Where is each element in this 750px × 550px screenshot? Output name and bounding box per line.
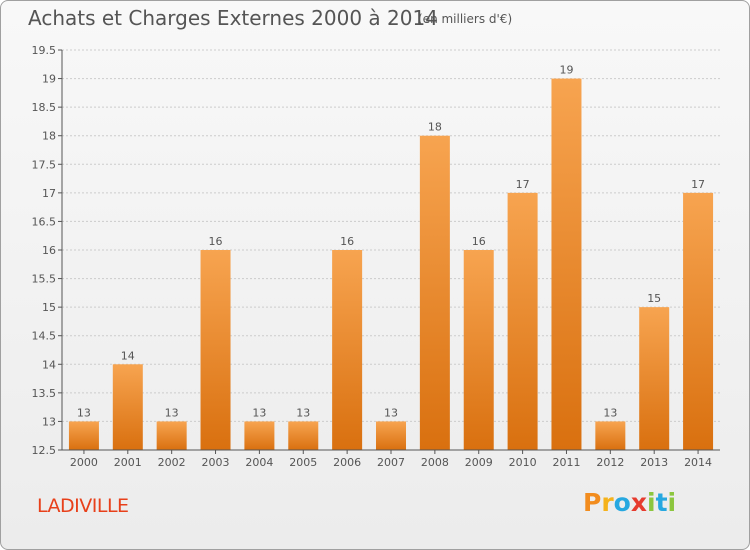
bar [244, 421, 275, 450]
bar [68, 421, 99, 450]
bar [156, 421, 187, 450]
data-label: 18 [428, 121, 442, 134]
x-tick-label: 2002 [158, 456, 186, 469]
logo-letter: i [647, 488, 656, 517]
y-tick-label: 19.5 [32, 44, 57, 57]
data-label: 16 [209, 235, 223, 248]
bar [112, 364, 143, 450]
x-tick-label: 2005 [289, 456, 317, 469]
y-tick-label: 13 [42, 415, 56, 428]
data-label: 13 [603, 406, 617, 419]
data-label: 13 [384, 406, 398, 419]
data-label: 13 [77, 406, 91, 419]
data-label: 16 [472, 235, 486, 248]
bar [419, 135, 450, 450]
bar [200, 250, 231, 450]
x-tick-label: 2003 [202, 456, 230, 469]
x-tick-label: 2014 [684, 456, 712, 469]
bar [595, 421, 626, 450]
bar [332, 250, 363, 450]
x-tick-label: 2000 [70, 456, 98, 469]
data-label: 13 [252, 406, 266, 419]
y-tick-label: 18 [42, 130, 56, 143]
x-tick-label: 2011 [552, 456, 580, 469]
y-tick-label: 13.5 [32, 387, 57, 400]
bars [68, 78, 714, 451]
data-label: 19 [559, 64, 573, 77]
data-label: 13 [296, 406, 310, 419]
x-tick-label: 2006 [333, 456, 361, 469]
labels: 12.5 13 13.5 14 14.5 15 15.5 16 16.5 17 17.5 18 18.5… [32, 44, 713, 469]
x-tick-label: 2007 [377, 456, 405, 469]
data-label: 13 [165, 406, 179, 419]
bar [376, 421, 406, 450]
y-tick-label: 14.5 [32, 330, 57, 343]
chart-subtitle: (en milliers d'€) [418, 12, 513, 26]
x-tick-label: 2004 [245, 456, 273, 469]
data-label: 16 [340, 235, 354, 248]
data-label: 14 [121, 349, 135, 362]
y-tick-label: 19 [42, 73, 56, 86]
bar [551, 78, 582, 451]
bar [288, 421, 319, 450]
logo-letter: o [613, 488, 631, 517]
logo-letter: t [655, 488, 668, 517]
y-tick-label: 18.5 [32, 101, 57, 114]
logo-letter: P [583, 488, 602, 517]
data-label: 15 [647, 292, 661, 305]
bar [639, 307, 670, 450]
logo-letter: r [601, 488, 614, 517]
y-tick-label: 17 [42, 187, 56, 200]
bar [463, 250, 494, 450]
y-tick-label: 12.5 [32, 444, 57, 457]
y-tick-label: 16.5 [32, 215, 57, 228]
y-tick-label: 16 [42, 244, 56, 257]
y-tick-label: 17.5 [32, 158, 57, 171]
bar [507, 192, 538, 450]
y-tick-label: 14 [42, 358, 56, 371]
logo-letter: x [630, 488, 647, 517]
logo-letter: i [667, 488, 677, 517]
x-tick-label: 2009 [465, 456, 493, 469]
grid-lines [62, 49, 720, 451]
commune-name: LADIVILLE [37, 495, 129, 517]
y-tick-label: 15.5 [32, 273, 57, 286]
data-label: 17 [691, 178, 705, 191]
data-label: 17 [516, 178, 530, 191]
bar [683, 192, 714, 450]
axes [58, 49, 720, 454]
y-tick-label: 15 [42, 301, 56, 314]
x-tick-label: 2008 [421, 456, 449, 469]
x-tick-label: 2012 [596, 456, 624, 469]
x-tick-label: 2013 [640, 456, 668, 469]
chart-title: Achats et Charges Externes 2000 à 2014 [28, 6, 438, 30]
x-tick-label: 2010 [509, 456, 537, 469]
proxiti-logo[interactable]: Proxiti [583, 488, 676, 517]
x-tick-label: 2001 [114, 456, 142, 469]
